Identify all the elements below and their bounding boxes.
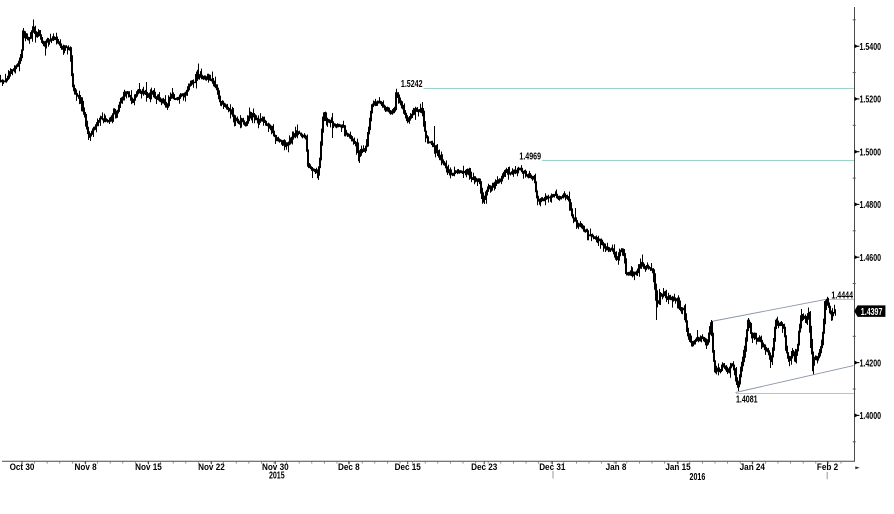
svg-text:Jan 24: Jan 24 — [740, 461, 765, 472]
svg-text:Oct 30: Oct 30 — [10, 461, 35, 472]
svg-text:Dec 23: Dec 23 — [471, 461, 497, 472]
svg-text:1.4969: 1.4969 — [519, 150, 541, 162]
svg-text:1.5200: 1.5200 — [860, 93, 882, 105]
svg-text:Nov 22: Nov 22 — [198, 461, 225, 472]
svg-text:1.4081: 1.4081 — [736, 393, 758, 405]
svg-text:1.4800: 1.4800 — [860, 199, 882, 211]
svg-text:Dec 15: Dec 15 — [395, 461, 421, 472]
svg-text:1.4200: 1.4200 — [860, 357, 882, 369]
svg-text:1.4600: 1.4600 — [860, 252, 882, 264]
svg-text:Nov 15: Nov 15 — [135, 461, 162, 472]
svg-text:2016: 2016 — [690, 471, 706, 483]
svg-text:1.4444: 1.4444 — [831, 289, 853, 301]
svg-text:1.4000: 1.4000 — [860, 410, 882, 422]
svg-text:1.5000: 1.5000 — [860, 146, 882, 158]
svg-text:1.4397: 1.4397 — [861, 306, 883, 318]
svg-text:1.5400: 1.5400 — [860, 41, 882, 53]
svg-text:Jan 15: Jan 15 — [665, 461, 690, 472]
svg-text:Jan 8: Jan 8 — [606, 461, 627, 472]
svg-text:Nov 30: Nov 30 — [262, 461, 289, 472]
svg-text:Dec 8: Dec 8 — [338, 461, 360, 472]
svg-text:Dec 31: Dec 31 — [539, 461, 565, 472]
svg-text:Feb 2: Feb 2 — [817, 461, 838, 472]
svg-text:2015: 2015 — [269, 469, 285, 481]
svg-text:Nov 8: Nov 8 — [75, 461, 97, 472]
svg-text:1.5242: 1.5242 — [401, 77, 423, 89]
